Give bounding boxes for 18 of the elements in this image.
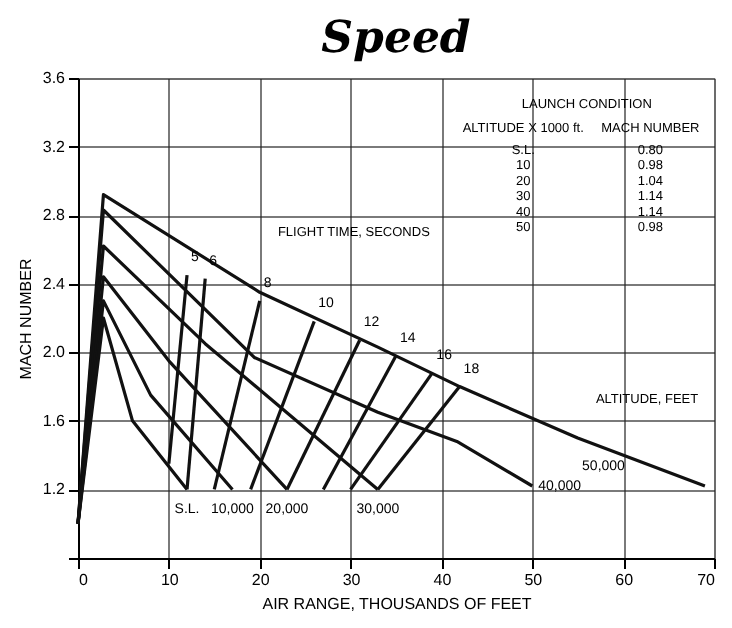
x-tick-label: 30: [342, 571, 362, 589]
x-tick-label: 70: [697, 571, 717, 589]
y-tick-label: 1.6: [42, 411, 67, 430]
x-tick-label: 10: [160, 571, 180, 589]
y-tick-label: 2.0: [42, 343, 67, 362]
y-tick-label: 3.6: [42, 69, 67, 87]
y-tick-label: 2.4: [42, 274, 67, 293]
x-tick-label: 0: [79, 571, 89, 589]
y-axis-title: MACH NUMBER: [16, 258, 35, 380]
chart-title: Speed: [321, 12, 471, 64]
x-axis-title: AIR RANGE, THOUSANDS OF FEET: [262, 595, 532, 613]
y-tick-label: 1.2: [42, 480, 67, 499]
x-tick-label: 60: [615, 571, 635, 589]
x-tick-label: 50: [524, 571, 544, 589]
x-tick-label: 20: [251, 571, 271, 589]
x-tick-label: 40: [433, 571, 453, 589]
y-tick-label: 2.8: [42, 206, 67, 225]
y-tick-label: 3.2: [42, 137, 67, 156]
